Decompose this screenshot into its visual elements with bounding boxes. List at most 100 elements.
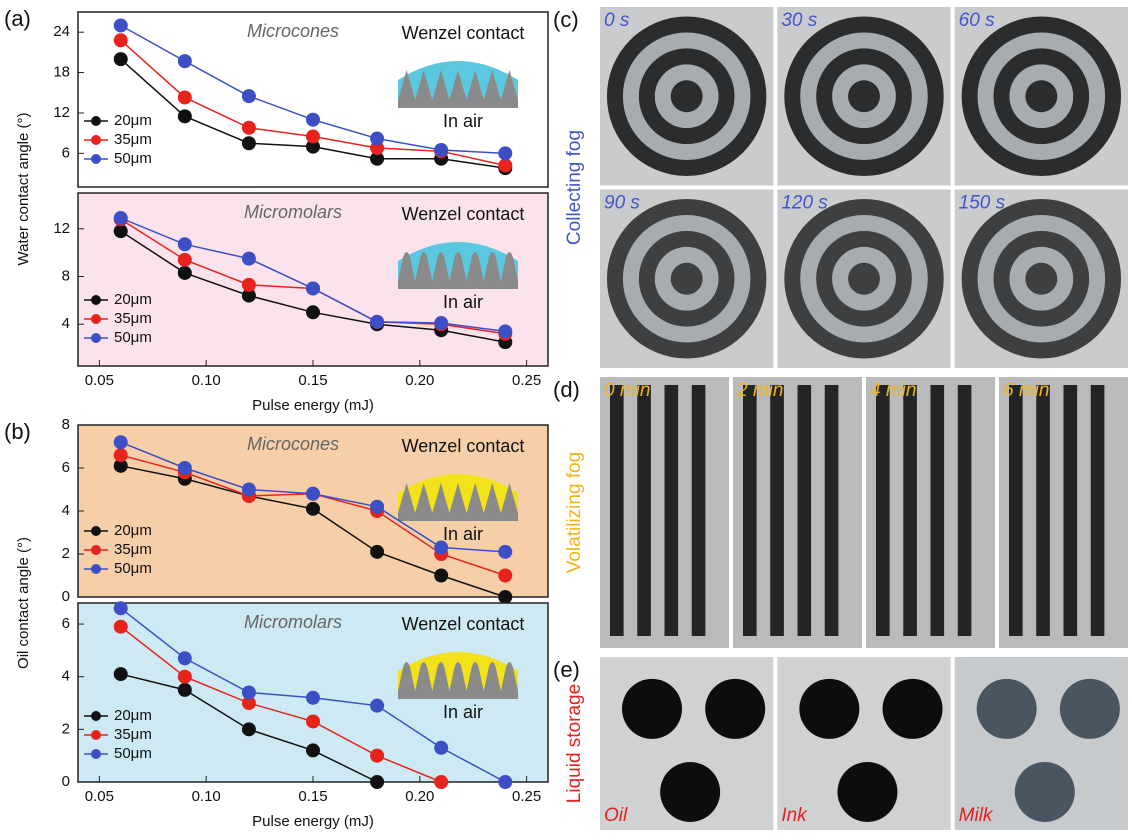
figure: 6121824MicroconesWenzel contactIn air20μ… <box>0 0 1132 835</box>
data-point <box>178 253 192 267</box>
frame-label: 150 s <box>959 193 1006 214</box>
legend-label: 50μm <box>114 560 152 577</box>
ring <box>671 263 703 295</box>
y-tick-label: 18 <box>53 64 70 81</box>
stripe <box>876 385 890 636</box>
droplet <box>977 679 1037 739</box>
x-tick-label: 0.20 <box>405 788 434 805</box>
legend-label: 20μm <box>114 707 152 724</box>
data-point <box>370 749 384 763</box>
annotation: In air <box>443 524 483 544</box>
data-point <box>306 130 320 144</box>
legend-marker <box>91 154 101 164</box>
data-point <box>114 667 128 681</box>
stripe <box>637 385 651 636</box>
y-axis-label: Oil contact angle (°) <box>15 537 32 669</box>
data-point <box>114 211 128 225</box>
data-point <box>498 775 512 789</box>
legend-marker <box>91 526 101 536</box>
x-tick-label: 0.10 <box>192 372 221 389</box>
annotation: In air <box>443 111 483 131</box>
ring <box>848 80 880 112</box>
data-point <box>242 121 256 135</box>
data-point <box>242 136 256 150</box>
stripe <box>1009 385 1023 636</box>
y-tick-label: 4 <box>62 315 70 332</box>
ring <box>1025 80 1057 112</box>
y-tick-label: 12 <box>53 220 70 237</box>
data-point <box>306 281 320 295</box>
data-point <box>370 500 384 514</box>
stripe <box>958 385 972 636</box>
side-label: Collecting fog <box>564 130 585 245</box>
legend-label: 20μm <box>114 291 152 308</box>
data-point <box>306 743 320 757</box>
data-point <box>114 18 128 32</box>
data-point <box>242 722 256 736</box>
y-axis-label: Water contact angle (°) <box>15 112 32 265</box>
stripe <box>903 385 917 636</box>
stripe <box>770 385 784 636</box>
data-point <box>114 601 128 615</box>
x-tick-label: 0.15 <box>298 788 327 805</box>
y-tick-label: 24 <box>53 23 70 40</box>
legend-marker <box>91 730 101 740</box>
frame-label: Milk <box>959 805 994 826</box>
legend-marker <box>91 116 101 126</box>
y-tick-label: 0 <box>62 588 70 605</box>
y-tick-label: 2 <box>62 720 70 737</box>
stripe <box>931 385 945 636</box>
data-point <box>498 590 512 604</box>
y-tick-label: 4 <box>62 668 70 685</box>
frame-label: 0 min <box>604 380 650 401</box>
x-tick-label: 0.25 <box>512 788 541 805</box>
data-point <box>498 545 512 559</box>
x-tick-label: 0.25 <box>512 372 541 389</box>
stripe <box>692 385 706 636</box>
y-tick-label: 8 <box>62 416 70 433</box>
ring <box>848 263 880 295</box>
annotation: In air <box>443 292 483 312</box>
y-tick-label: 6 <box>62 459 70 476</box>
data-point <box>306 714 320 728</box>
x-tick-label: 0.20 <box>405 372 434 389</box>
panel-label: (b) <box>4 419 31 444</box>
droplet <box>799 679 859 739</box>
stripe <box>743 385 757 636</box>
legend-marker <box>91 545 101 555</box>
data-point <box>370 775 384 789</box>
panel-title: Microcones <box>247 434 339 454</box>
data-point <box>434 316 448 330</box>
legend-marker <box>91 749 101 759</box>
data-point <box>178 461 192 475</box>
data-point <box>306 487 320 501</box>
side-label: Volatilizing fog <box>564 452 585 573</box>
droplet <box>622 679 682 739</box>
data-point <box>114 52 128 66</box>
y-tick-label: 6 <box>62 615 70 632</box>
droplet <box>883 679 943 739</box>
data-point <box>114 620 128 634</box>
stripe <box>798 385 812 636</box>
data-point <box>306 305 320 319</box>
legend-label: 20μm <box>114 112 152 129</box>
panel-label: (c) <box>553 7 579 32</box>
data-point <box>114 448 128 462</box>
frame-label: 90 s <box>604 193 640 214</box>
droplet <box>1015 762 1075 822</box>
data-point <box>178 54 192 68</box>
annotation: Wenzel contact <box>402 436 525 456</box>
stripe <box>1036 385 1050 636</box>
data-point <box>306 113 320 127</box>
legend-marker <box>91 333 101 343</box>
data-point <box>178 683 192 697</box>
stripe <box>610 385 624 636</box>
legend-label: 50μm <box>114 150 152 167</box>
droplet <box>1060 679 1120 739</box>
panel-label: (a) <box>4 6 31 31</box>
frame-label: 30 s <box>781 10 817 31</box>
frame-label: 0 s <box>604 10 630 31</box>
annotation: Wenzel contact <box>402 614 525 634</box>
data-point <box>434 143 448 157</box>
data-point <box>178 109 192 123</box>
